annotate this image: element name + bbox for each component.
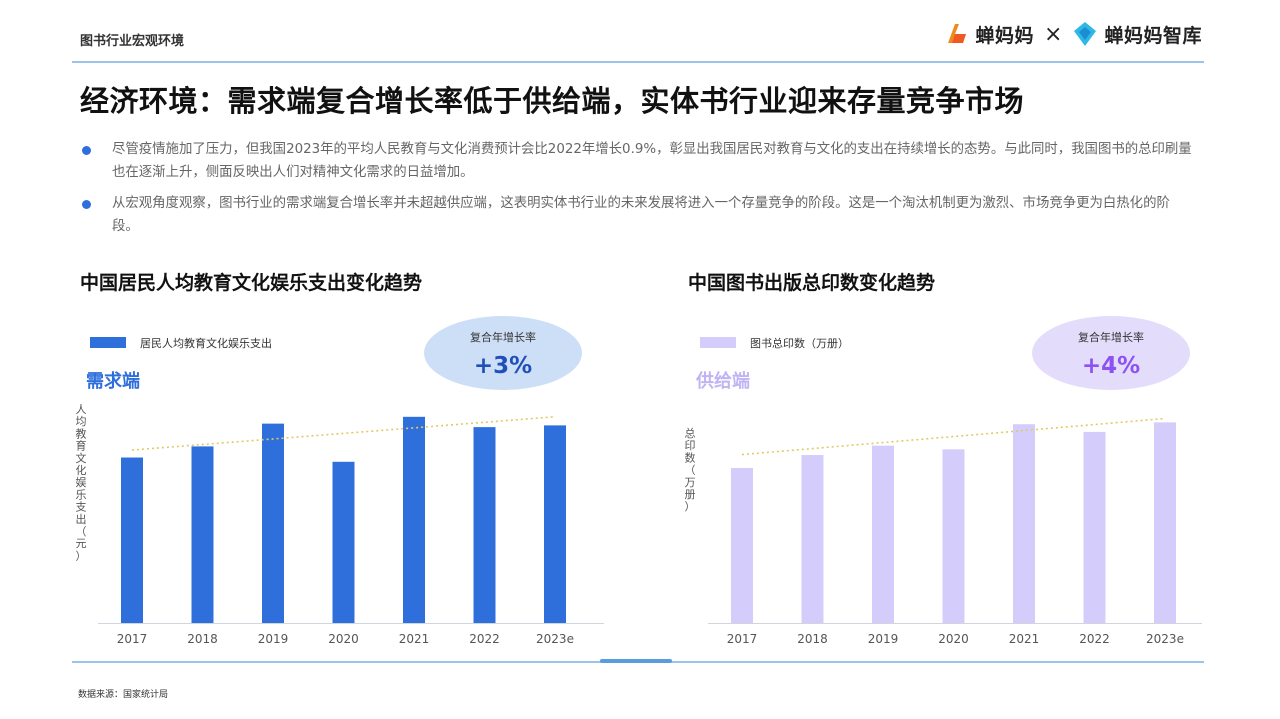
x-tick-label: 2019 bbox=[868, 632, 899, 646]
bar bbox=[262, 423, 284, 623]
y-axis-label: 总印数（万册） bbox=[685, 426, 696, 513]
section-label: 图书行业宏观环境 bbox=[80, 34, 185, 49]
trend-line bbox=[131, 415, 556, 451]
bullet-list: 尽管疫情施加了压力，但我国2023年的平均人民教育与文化消费预计会比2022年增… bbox=[82, 138, 1194, 246]
bar bbox=[731, 467, 753, 623]
legend-swatch bbox=[90, 337, 126, 348]
x-tick-label: 2017 bbox=[727, 632, 758, 646]
x-tick-label: 2020 bbox=[328, 632, 359, 646]
x-tick-label: 2022 bbox=[469, 632, 500, 646]
cagr-badge bbox=[1032, 316, 1190, 390]
bullet-item: 从宏观角度观察，图书行业的需求端复合增长率并未超越供应端，这表明实体书行业的未来… bbox=[82, 192, 1194, 238]
bullet-text: 尽管疫情施加了压力，但我国2023年的平均人民教育与文化消费预计会比2022年增… bbox=[112, 142, 1192, 180]
logo-separator: × bbox=[1044, 21, 1063, 47]
chart-side-tag: 需求端 bbox=[86, 370, 140, 392]
logo-right-text: 蝉妈妈智库 bbox=[1104, 24, 1202, 47]
bar bbox=[473, 427, 496, 623]
cagr-badge-value: +4% bbox=[1082, 353, 1140, 379]
bar bbox=[121, 457, 143, 623]
bar bbox=[403, 416, 425, 623]
legend-label: 居民人均教育文化娱乐支出 bbox=[140, 336, 272, 350]
y-axis-label: 人均教育文化娱乐支出（元） bbox=[76, 403, 87, 562]
demand-chart-title: 中国居民人均教育文化娱乐支出变化趋势 bbox=[80, 272, 423, 294]
bullet-dot-icon bbox=[82, 146, 91, 155]
page-title: 经济环境：需求端复合增长率低于供给端，实体书行业迎来存量竞争市场 bbox=[80, 84, 1025, 118]
bar bbox=[191, 446, 214, 623]
bullet-item: 尽管疫情施加了压力，但我国2023年的平均人民教育与文化消费预计会比2022年增… bbox=[82, 138, 1194, 184]
legend-swatch bbox=[700, 337, 736, 348]
x-tick-label: 2020 bbox=[938, 632, 969, 646]
legend-label: 图书总印数（万册） bbox=[750, 336, 849, 350]
bullet-text: 从宏观角度观察，图书行业的需求端复合增长率并未超越供应端，这表明实体书行业的未来… bbox=[112, 196, 1170, 234]
bar bbox=[872, 445, 894, 623]
bar bbox=[1154, 422, 1176, 623]
bar bbox=[1083, 431, 1106, 623]
chanmama-zhiku-logo-icon bbox=[1074, 22, 1097, 46]
trend-line bbox=[741, 417, 1166, 456]
chanmama-logo-icon bbox=[947, 24, 966, 43]
header-divider bbox=[72, 61, 1204, 63]
chart-side-tag: 供给端 bbox=[695, 370, 750, 392]
cagr-badge-label: 复合年增长率 bbox=[470, 330, 536, 344]
x-tick-label: 2019 bbox=[258, 632, 289, 646]
cagr-badge-label: 复合年增长率 bbox=[1078, 330, 1144, 344]
x-tick-label: 2018 bbox=[797, 632, 828, 646]
bar bbox=[1013, 424, 1035, 623]
footer-accent bbox=[600, 659, 672, 663]
data-source: 数据来源：国家统计局 bbox=[78, 690, 169, 700]
bullet-dot-icon bbox=[82, 200, 91, 209]
bar bbox=[332, 461, 355, 623]
supply-chart-title: 中国图书出版总印数变化趋势 bbox=[688, 272, 936, 294]
cagr-badge bbox=[424, 316, 582, 390]
logo-left-text: 蝉妈妈 bbox=[975, 24, 1035, 47]
x-tick-label: 2021 bbox=[399, 632, 430, 646]
x-tick-label: 2023e bbox=[1146, 632, 1184, 646]
x-tick-label: 2017 bbox=[117, 632, 148, 646]
brand-logos: 蝉妈妈 × 蝉妈妈智库 bbox=[944, 18, 1202, 50]
x-tick-label: 2022 bbox=[1079, 632, 1110, 646]
x-tick-label: 2021 bbox=[1009, 632, 1040, 646]
bar bbox=[801, 455, 824, 623]
x-tick-label: 2018 bbox=[187, 632, 218, 646]
cagr-badge-value: +3% bbox=[474, 353, 532, 379]
x-tick-label: 2023e bbox=[536, 632, 574, 646]
supply-chart: 图书总印数（万册） 供给端 复合年增长率 +4% 总印数（万册） 2017 2018 2019… bbox=[685, 316, 1202, 646]
bar bbox=[544, 425, 566, 623]
bar bbox=[942, 449, 965, 623]
